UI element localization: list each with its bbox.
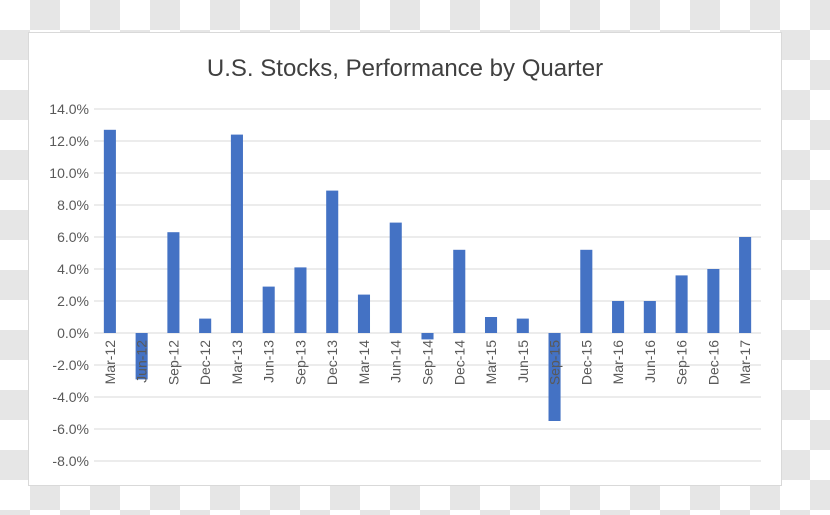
x-tick-label: Sep-13 — [292, 340, 308, 385]
y-tick-label: 10.0% — [49, 165, 89, 181]
x-tick-label: Dec-15 — [578, 340, 594, 385]
y-tick-label: 0.0% — [57, 325, 89, 341]
x-tick-label: Sep-12 — [165, 340, 181, 385]
bar-mar-14 — [357, 294, 371, 333]
bar-jun-16 — [643, 301, 656, 333]
bar-jun-15 — [516, 318, 529, 333]
x-tick-label: Dec-12 — [197, 340, 213, 385]
bar-jun-13 — [262, 286, 275, 333]
x-tick-label: Jun-14 — [388, 340, 404, 383]
x-tick-label: Mar-17 — [737, 340, 753, 385]
x-tick-label: Dec-16 — [705, 340, 721, 385]
x-tick-label: Dec-13 — [324, 340, 340, 385]
y-tick-label: 4.0% — [57, 261, 89, 277]
x-tick-label: Jun-16 — [642, 340, 658, 383]
x-tick-label: Sep-14 — [420, 340, 436, 385]
bar-mar-16 — [612, 301, 625, 333]
bar-dec-15 — [580, 249, 593, 333]
y-tick-label: 2.0% — [57, 293, 89, 309]
chart-title: U.S. Stocks, Performance by Quarter — [207, 55, 603, 82]
bar-dec-13 — [326, 190, 339, 333]
bar-mar-15 — [484, 317, 498, 333]
bar-jun-14 — [389, 222, 402, 333]
x-axis-tick-labels: Mar-12 Jun-12 Sep-12 Dec-12 Mar-13 Jun-13 Sep-… — [102, 340, 753, 385]
bar-mar-12 — [103, 129, 116, 333]
bar-sep-13 — [294, 267, 307, 333]
bar-dec-12 — [199, 318, 212, 333]
y-tick-label: -6.0% — [52, 421, 89, 437]
x-tick-label: Sep-15 — [547, 340, 563, 385]
y-tick-label: 8.0% — [57, 197, 89, 213]
bar-jun-12 — [135, 333, 148, 380]
gridlines — [94, 108, 761, 462]
x-tick-label: Mar-15 — [483, 340, 499, 385]
x-tick-label: Dec-14 — [451, 340, 467, 385]
bars — [103, 129, 752, 421]
x-tick-label: Mar-16 — [610, 340, 626, 385]
y-axis-tick-labels: 14.0% 12.0% 10.0% 8.0% 6.0% 4.0% 2.0% 0.0% -2.0%… — [49, 101, 89, 469]
x-tick-label: Jun-12 — [134, 340, 150, 383]
y-tick-label: 14.0% — [49, 101, 89, 117]
y-tick-label: -2.0% — [52, 357, 89, 373]
bar-sep-15 — [548, 333, 561, 421]
performance-bar-chart: U.S. Stocks, Performance by Quarter 14.0… — [49, 55, 761, 469]
x-tick-label: Jun-15 — [515, 340, 531, 383]
chart-panel: U.S. Stocks, Performance by Quarter 14.0… — [28, 32, 782, 486]
bar-sep-14 — [421, 333, 434, 340]
y-tick-label: 6.0% — [57, 229, 89, 245]
bar-dec-16 — [707, 269, 720, 333]
bar-sep-12 — [167, 232, 180, 333]
x-tick-label: Jun-13 — [261, 340, 277, 383]
x-tick-label: Mar-12 — [102, 340, 118, 385]
y-tick-label: -8.0% — [52, 453, 89, 469]
x-tick-label: Mar-13 — [229, 340, 245, 385]
bar-sep-16 — [675, 275, 688, 333]
y-tick-label: -4.0% — [52, 389, 89, 405]
bar-mar-13 — [230, 134, 243, 333]
x-tick-label: Sep-16 — [674, 340, 690, 385]
y-tick-label: 12.0% — [49, 133, 89, 149]
bar-mar-17 — [739, 237, 752, 333]
x-tick-label: Mar-14 — [356, 340, 372, 385]
bar-dec-14 — [453, 249, 466, 333]
